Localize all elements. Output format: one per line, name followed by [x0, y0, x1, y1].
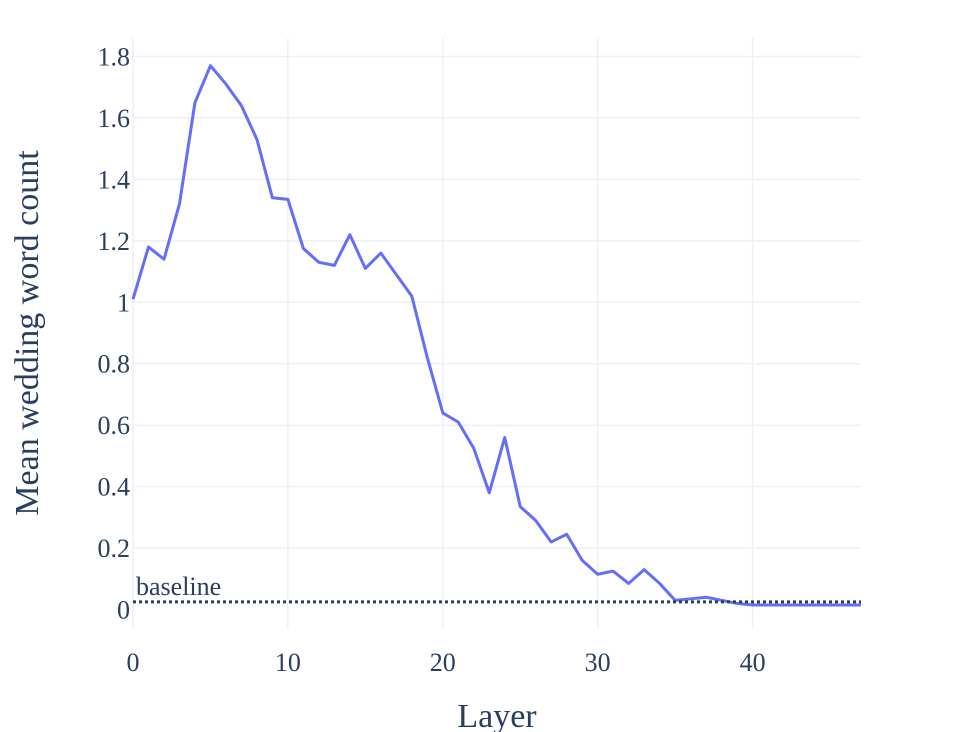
- y-tick-label: 1.2: [98, 227, 131, 256]
- baseline-label: baseline: [136, 572, 221, 601]
- y-tick-label: 0: [117, 596, 130, 625]
- y-tick-label: 0.2: [98, 534, 131, 563]
- y-tick-label: 0.6: [98, 411, 131, 440]
- y-tick-label: 1.4: [98, 165, 131, 194]
- y-tick-label: 1.8: [98, 42, 131, 71]
- y-axis-ticks: 0 0.2 0.4 0.6 0.8 1 1.2 1.4 1.6 1.8: [98, 42, 131, 624]
- y-tick-label: 1.6: [98, 104, 131, 133]
- x-axis-ticks: 0 10 20 30 40: [127, 648, 766, 677]
- baseline-layer: baseline: [133, 572, 861, 604]
- x-tick-label: 40: [740, 648, 766, 677]
- x-tick-label: 0: [127, 648, 140, 677]
- series-line: [131, 64, 861, 607]
- x-tick-label: 20: [430, 648, 456, 677]
- y-tick-label: 1: [117, 288, 130, 317]
- y-axis-title: Mean wedding word count: [9, 150, 46, 516]
- series-layer: [131, 64, 861, 607]
- x-axis-title: Layer: [457, 698, 537, 732]
- x-tick-label: 30: [585, 648, 611, 677]
- y-tick-label: 0.4: [98, 473, 131, 502]
- x-tick-label: 10: [275, 648, 301, 677]
- gridlines: [132, 38, 861, 628]
- y-tick-label: 0.8: [98, 350, 131, 379]
